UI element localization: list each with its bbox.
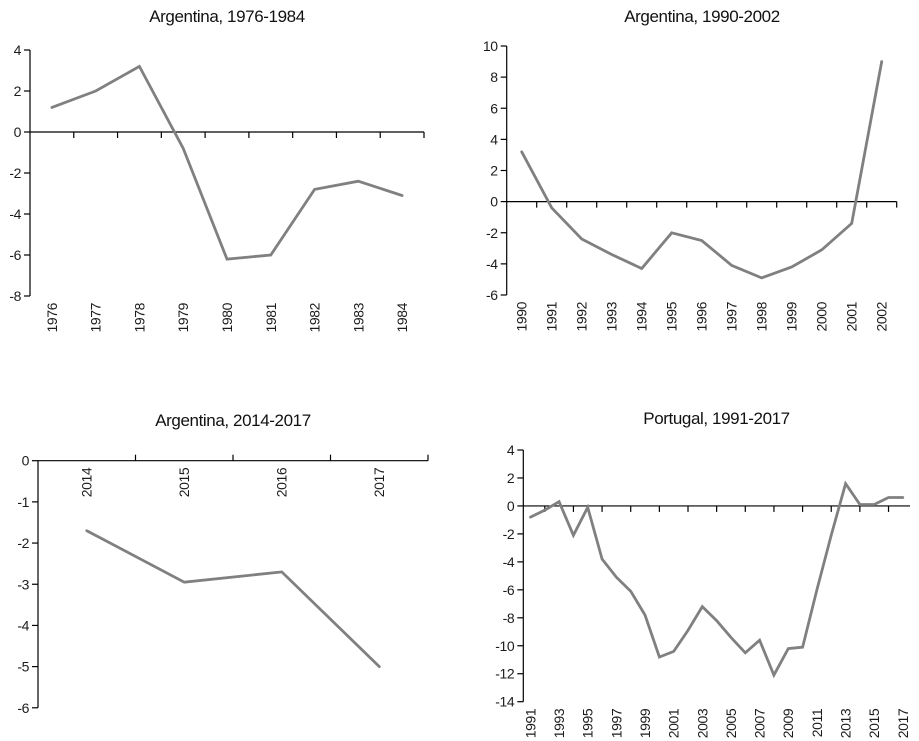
x-tick-label: 2005 xyxy=(723,708,739,738)
y-tick-label: 4 xyxy=(507,442,515,458)
x-tick-label: 1993 xyxy=(551,708,567,738)
x-tick-label: 2002 xyxy=(874,301,890,331)
x-tick-label: 1984 xyxy=(394,302,410,332)
x-tick-label: 2017 xyxy=(895,708,911,738)
y-tick-label: 0 xyxy=(490,194,498,210)
y-tick-label: -5 xyxy=(17,659,29,675)
y-tick-label: -14 xyxy=(495,694,515,710)
y-tick-label: -4 xyxy=(503,554,515,570)
x-tick-label: 1993 xyxy=(604,301,620,331)
y-tick-label: -4 xyxy=(17,617,29,633)
x-tick-label: 2003 xyxy=(694,708,710,738)
x-tick-label: 2017 xyxy=(371,467,387,497)
chart-panel-argentina-2014-2017: Argentina, 2014-2017 0 -1 -2 -3 -4 -5 -6 2014 20… xyxy=(0,370,446,741)
x-tick-label: 1997 xyxy=(608,708,624,738)
x-tick-label: 1978 xyxy=(131,302,147,332)
x-tick-label: 1990 xyxy=(514,301,530,331)
y-tick-label: -6 xyxy=(503,582,515,598)
x-tick-label: 2007 xyxy=(752,708,768,738)
y-tick-label: 2 xyxy=(14,83,22,99)
portugal-1991-2017-plot: 4 2 0 -2 -4 -6 -8 -10 -12 -14 1991 1993 1995 1997 1999… xyxy=(495,442,911,738)
series-line xyxy=(85,529,381,669)
y-tick-label: -2 xyxy=(17,535,29,551)
y-tick-label: -6 xyxy=(9,247,21,263)
x-tick-label: 1983 xyxy=(350,302,366,332)
x-tick-label: 1994 xyxy=(634,301,650,331)
y-tick-label: -2 xyxy=(503,526,515,542)
x-tick-label: 1981 xyxy=(263,302,279,332)
chart-panel-argentina-1976-1984: Argentina, 1976-1984 4 2 0 -2 -4 -6 -8 1976 1977… xyxy=(0,0,446,365)
argentina-1976-1984-plot: 4 2 0 -2 -4 -6 -8 1976 1977 1978 1979 1980 1981 1982 1… xyxy=(9,42,425,333)
x-tick-label: 1999 xyxy=(784,301,800,331)
y-tick-label: 0 xyxy=(14,124,22,140)
y-tick-label: -4 xyxy=(486,256,498,272)
x-tick-label: 2009 xyxy=(780,708,796,738)
y-tick-label: -8 xyxy=(9,288,21,304)
series-line xyxy=(529,480,905,679)
chart-panel-argentina-1990-2002: Argentina, 1990-2002 10 8 6 4 2 0 -2 -4 -6 1990 19… xyxy=(460,0,919,365)
y-tick-label: -2 xyxy=(9,165,21,181)
y-tick-label: -6 xyxy=(486,287,498,303)
argentina-2014-2017-plot: 0 -1 -2 -3 -4 -5 -6 2014 2015 2016 2017 xyxy=(17,453,429,716)
y-tick-label: 4 xyxy=(490,131,498,147)
x-tick-label: 1996 xyxy=(694,301,710,331)
x-tick-label: 2000 xyxy=(814,301,830,331)
y-tick-label: -6 xyxy=(17,700,29,716)
chart-panel-portugal-1991-2017: Portugal, 1991-2017 4 2 0 -2 -4 -6 -8 -10 -12 -14… xyxy=(460,370,919,741)
x-tick-label: 1976 xyxy=(44,302,60,332)
y-tick-label: -1 xyxy=(17,494,29,510)
y-tick-label: 4 xyxy=(14,42,22,58)
y-tick-label: 2 xyxy=(507,470,515,486)
x-tick-label: 2001 xyxy=(666,708,682,738)
y-tick-label: 2 xyxy=(490,163,498,179)
x-tick-label: 1995 xyxy=(580,708,596,738)
x-tick-label: 2011 xyxy=(809,708,825,737)
y-tick-label: 0 xyxy=(22,453,30,469)
argentina-1990-2002-plot: 10 8 6 4 2 0 -2 -4 -6 1990 1991 1992 1993 1994 1995 199… xyxy=(483,38,898,332)
y-tick-label: -12 xyxy=(495,666,515,682)
y-tick-label: 0 xyxy=(507,498,515,514)
y-tick-label: -10 xyxy=(495,638,515,654)
x-tick-label: 1999 xyxy=(637,708,653,738)
y-tick-label: 6 xyxy=(490,100,498,116)
x-tick-label: 1997 xyxy=(724,301,740,331)
x-tick-label: 2014 xyxy=(79,467,95,497)
x-tick-label: 1979 xyxy=(175,302,191,332)
chart-title: Argentina, 2014-2017 xyxy=(155,411,311,430)
x-tick-label: 1992 xyxy=(574,301,590,331)
x-tick-label: 1991 xyxy=(544,301,560,331)
chart-title: Portugal, 1991-2017 xyxy=(643,409,790,428)
x-tick-label: 1995 xyxy=(664,301,680,331)
x-tick-label: 2013 xyxy=(838,708,854,738)
y-tick-label: 10 xyxy=(483,38,498,54)
series-line xyxy=(520,60,884,280)
y-tick-label: -4 xyxy=(9,206,21,222)
x-tick-label: 2016 xyxy=(274,467,290,497)
x-tick-label: 1998 xyxy=(754,301,770,331)
x-tick-label: 1977 xyxy=(88,302,104,332)
y-tick-label: -8 xyxy=(503,610,515,626)
series-line xyxy=(50,64,404,261)
y-tick-label: -2 xyxy=(486,225,498,241)
chart-title: Argentina, 1976-1984 xyxy=(149,7,305,26)
y-tick-label: 8 xyxy=(490,69,498,85)
x-tick-label: 2015 xyxy=(176,467,192,497)
x-tick-label: 2001 xyxy=(844,301,860,331)
x-tick-label: 1982 xyxy=(307,302,323,332)
x-tick-label: 1991 xyxy=(522,708,538,738)
chart-title: Argentina, 1990-2002 xyxy=(624,7,780,26)
x-tick-label: 2015 xyxy=(866,708,882,738)
x-tick-label: 1980 xyxy=(219,302,235,332)
y-tick-label: -3 xyxy=(17,576,29,592)
